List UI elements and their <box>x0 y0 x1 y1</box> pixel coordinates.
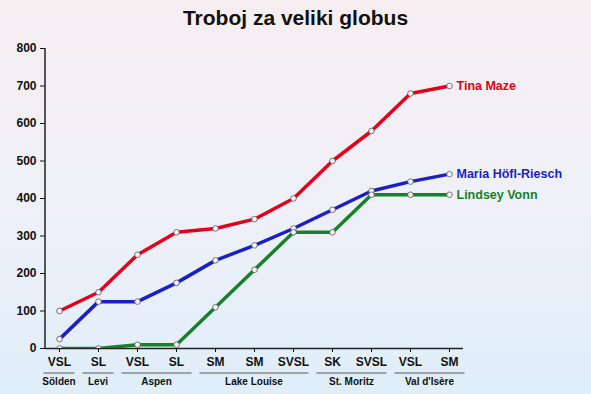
svg-text:SK: SK <box>324 355 341 369</box>
svg-text:Lindsey Vonn: Lindsey Vonn <box>457 188 538 202</box>
svg-text:SL: SL <box>169 355 184 369</box>
svg-text:600: 600 <box>16 116 36 130</box>
svg-text:100: 100 <box>16 304 36 318</box>
svg-text:SM: SM <box>246 355 264 369</box>
svg-text:St. Moritz: St. Moritz <box>329 376 374 387</box>
svg-text:0: 0 <box>30 341 37 355</box>
svg-text:500: 500 <box>16 154 36 168</box>
svg-text:Aspen: Aspen <box>141 376 172 387</box>
svg-text:Sölden: Sölden <box>42 376 75 387</box>
svg-text:800: 800 <box>16 41 36 55</box>
svg-text:200: 200 <box>16 266 36 280</box>
svg-text:VSL: VSL <box>399 355 422 369</box>
html-text:Troboj za veliki globus: Troboj za veliki globus <box>182 6 409 29</box>
svg-text:SM: SM <box>441 355 459 369</box>
svg-text:Levi: Levi <box>88 376 108 387</box>
svg-text:SVSL: SVSL <box>278 355 309 369</box>
svg-text:SVSL: SVSL <box>356 355 387 369</box>
svg-text:300: 300 <box>16 229 36 243</box>
svg-text:Maria Höfl-Riesch: Maria Höfl-Riesch <box>457 167 563 181</box>
svg-text:700: 700 <box>16 79 36 93</box>
svg-text:SL: SL <box>91 355 106 369</box>
svg-text:400: 400 <box>16 191 36 205</box>
svg-text:VSL: VSL <box>48 355 71 369</box>
svg-text:VSL: VSL <box>126 355 149 369</box>
svg-text:SM: SM <box>207 355 225 369</box>
svg-text:Lake Louise: Lake Louise <box>225 376 283 387</box>
svg-text:Tina Maze: Tina Maze <box>457 79 517 93</box>
svg-text:Val d'Isère: Val d'Isère <box>405 376 455 387</box>
